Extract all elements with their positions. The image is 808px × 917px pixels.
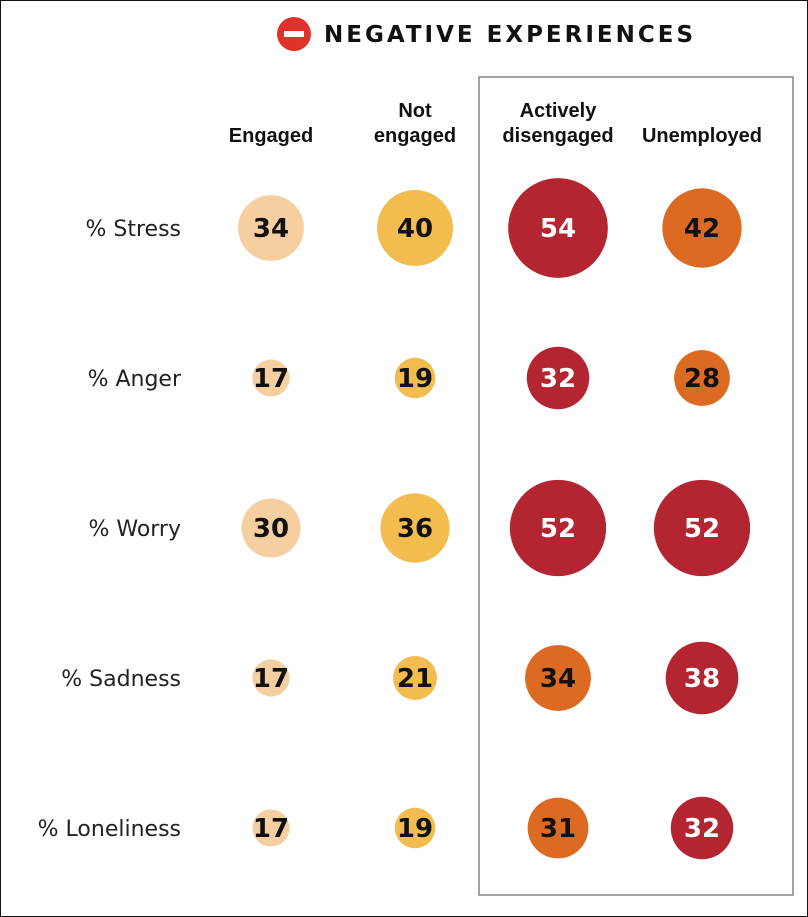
column-header-line: Engaged	[229, 125, 313, 147]
bubble	[653, 479, 751, 577]
column-header-line: disengaged	[502, 125, 613, 147]
bubble	[525, 645, 591, 711]
bubble	[665, 641, 739, 715]
bubble-value: 52	[684, 514, 720, 544]
chart-title-text: NEGATIVE EXPERIENCES	[324, 22, 696, 48]
column-headers: Engaged Not engaged Actively disengaged Unemp…	[229, 100, 762, 147]
row-label: % Loneliness	[38, 817, 181, 842]
bubble-value: 52	[540, 514, 576, 544]
bubble	[393, 656, 437, 700]
bubble-value: 30	[253, 514, 289, 544]
bubble-value: 17	[253, 814, 289, 844]
row-label: % Stress	[85, 217, 181, 242]
column-header-line: engaged	[374, 125, 456, 147]
column-header-line: Unemployed	[642, 125, 762, 147]
bubble-value: 21	[397, 664, 433, 694]
bubble	[252, 359, 290, 397]
bubble-value: 28	[684, 364, 720, 394]
bubble-value: 40	[397, 214, 433, 244]
chart-row: % Worry 30 36 52 52	[88, 479, 751, 577]
bubble-value: 32	[684, 814, 720, 844]
bubble-value: 17	[253, 664, 289, 694]
chart-row: % Anger 17 19 32 28	[88, 346, 730, 410]
bubble-value: 31	[540, 814, 576, 844]
highlight-box	[478, 76, 794, 896]
row-label: % Anger	[88, 367, 182, 392]
column-header-1: Not engaged	[374, 100, 456, 147]
bubble-value: 34	[253, 214, 289, 244]
bubble-value: 34	[540, 664, 576, 694]
column-header-line: Actively	[520, 100, 598, 122]
bubble-value: 42	[684, 214, 720, 244]
bubble	[252, 659, 290, 697]
bubble	[670, 796, 734, 860]
column-header-line: Not	[398, 100, 432, 122]
bubble-value: 54	[540, 214, 576, 244]
bubble	[509, 479, 607, 577]
column-header-2: Actively disengaged	[502, 100, 613, 147]
bubble	[241, 498, 301, 558]
bubble	[526, 346, 590, 410]
minus-bar	[284, 31, 304, 37]
bubble	[377, 190, 453, 266]
bubble	[394, 357, 436, 399]
row-label: % Worry	[88, 517, 181, 542]
chart-title: NEGATIVE EXPERIENCES	[277, 17, 696, 51]
bubble	[674, 350, 730, 406]
bubble-value: 38	[684, 664, 720, 694]
bubble	[527, 797, 589, 859]
bubble	[380, 493, 450, 563]
bubble-value: 36	[397, 514, 433, 544]
bubble-value: 19	[397, 814, 433, 844]
bubble	[394, 807, 436, 849]
bubble-value: 32	[540, 364, 576, 394]
column-header-0: Engaged	[229, 125, 313, 147]
bubble	[238, 195, 304, 261]
chart-row: % Sadness 17 21 34 38	[61, 641, 739, 715]
chart-row: % Stress 34 40 54 42	[85, 178, 742, 278]
bubble	[252, 809, 290, 847]
bubble-value: 17	[253, 364, 289, 394]
bubble	[508, 178, 608, 278]
bubble	[662, 188, 742, 268]
column-header-3: Unemployed	[642, 125, 762, 147]
bubble-value: 19	[397, 364, 433, 394]
chart-rows: % Stress 34 40 54 42 % Anger 17 19 32 28 % Worry 30…	[38, 178, 751, 860]
chart-row: % Loneliness 17 19 31 32	[38, 796, 734, 860]
row-label: % Sadness	[61, 667, 181, 692]
